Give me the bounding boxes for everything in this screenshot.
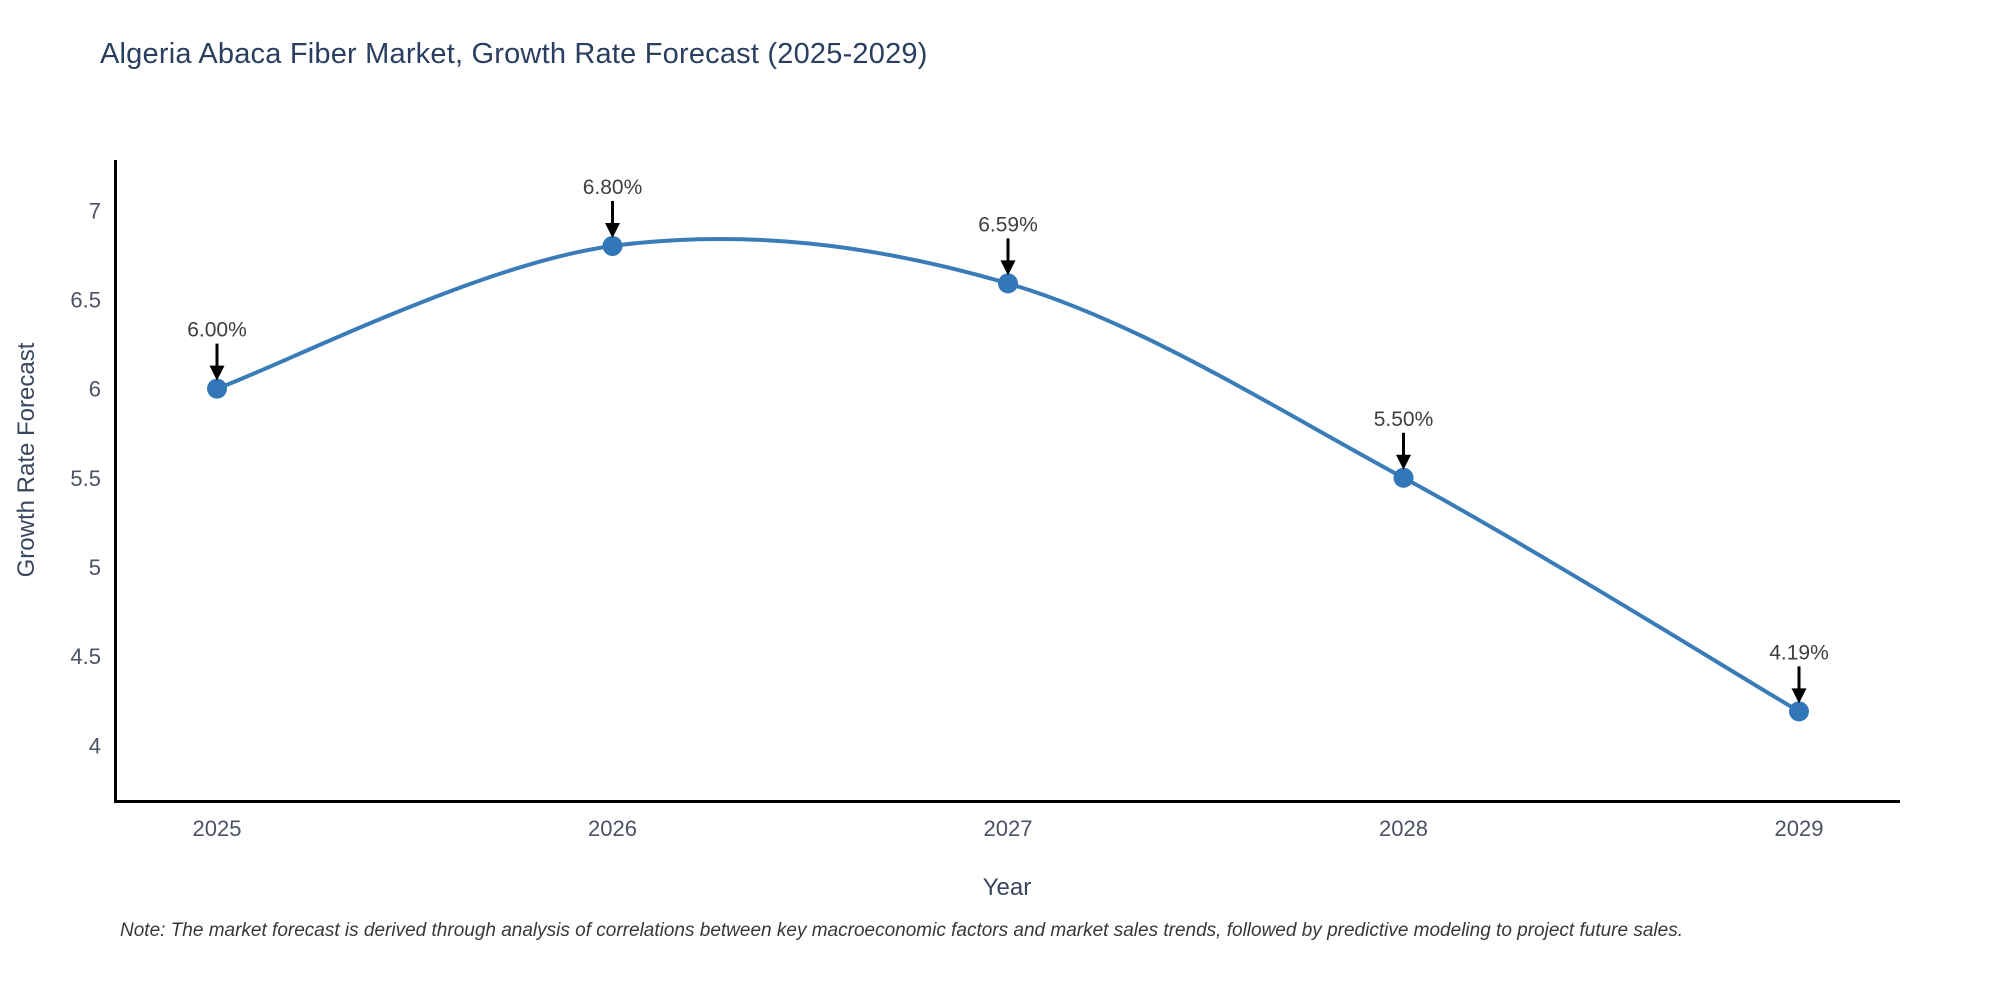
y-tick-label: 7: [89, 198, 101, 223]
x-tick-label: 2028: [1379, 816, 1428, 841]
trend-line: [215, 236, 1801, 714]
annotation-label: 5.50%: [1374, 408, 1434, 431]
data-point[interactable]: [998, 273, 1018, 294]
annotation-label: 4.19%: [1769, 641, 1829, 664]
annotation-arrowhead: [1396, 454, 1411, 470]
annotation-arrowhead: [1000, 260, 1016, 276]
x-tick-label: 2026: [588, 816, 637, 841]
y-tick-label: 5.5: [70, 466, 101, 491]
x-tick-label: 2025: [193, 816, 242, 841]
y-tick-label: 4.5: [70, 644, 101, 669]
y-tick-label: 5: [89, 555, 101, 580]
x-tick-label: 2027: [984, 816, 1033, 841]
annotation-arrowhead: [605, 222, 620, 238]
data-point[interactable]: [1393, 467, 1414, 488]
data-point[interactable]: [602, 235, 623, 256]
y-tick-label: 6: [89, 377, 101, 402]
x-tick-label: 2029: [1775, 816, 1824, 841]
footnote: Note: The market forecast is derived thr…: [120, 920, 1683, 941]
y-tick-label: 4: [89, 733, 101, 758]
x-axis-title: Year: [982, 874, 1032, 901]
data-point[interactable]: [1789, 701, 1809, 722]
annotation-label: 6.59%: [978, 213, 1038, 236]
annotation-arrowhead: [1791, 688, 1807, 704]
chart-title: Algeria Abaca Fiber Market, Growth Rate …: [100, 38, 928, 70]
data-point[interactable]: [207, 378, 227, 399]
annotation-label: 6.00%: [187, 319, 247, 342]
y-tick-label: 6.5: [70, 287, 101, 312]
annotation-arrowhead: [209, 365, 225, 381]
annotation-label: 6.80%: [583, 176, 643, 199]
